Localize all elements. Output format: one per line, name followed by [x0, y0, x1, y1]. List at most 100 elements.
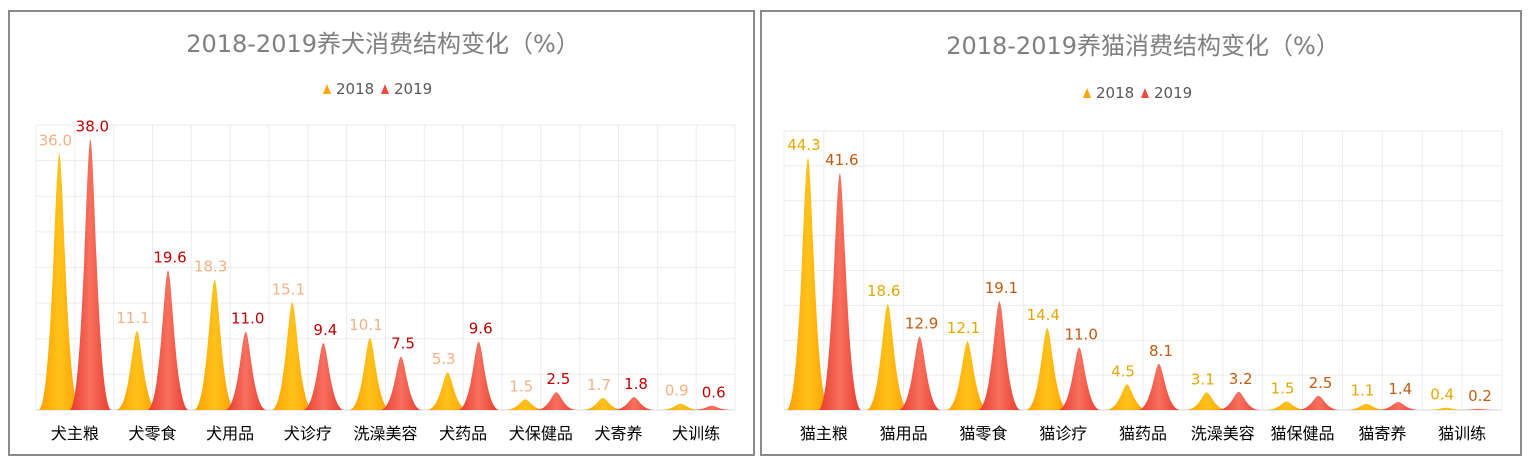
category-label: 犬寄养	[594, 424, 642, 443]
spike-2019-9	[1456, 408, 1500, 410]
value-label-2018-4: 15.1	[272, 280, 305, 298]
value-label-2019-7: 2.5	[1309, 374, 1333, 392]
category-label: 犬训练	[672, 424, 720, 443]
category-label: 犬主粮	[51, 424, 99, 443]
value-label-2018-7: 1.5	[1271, 379, 1295, 397]
spike-2018-4	[271, 302, 314, 410]
cat-consumption-chart: 2018-2019养猫消费结构变化（%） 2018 2019 44.3 41.6 猫主粮 1…	[760, 10, 1522, 456]
value-label-2018-3: 12.1	[947, 319, 980, 337]
category-label: 猫主粮	[800, 424, 848, 443]
spike-2018-3	[193, 279, 236, 410]
category-label: 猫寄养	[1358, 424, 1406, 443]
spike-2018-1	[38, 153, 81, 410]
value-label-2019-2: 12.9	[905, 315, 938, 333]
value-label-2019-4: 11.0	[1064, 325, 1097, 343]
category-label: 犬用品	[206, 424, 254, 443]
legend-marker-2018	[323, 84, 331, 94]
value-label-2019-6: 9.6	[469, 320, 493, 338]
value-label-2019-4: 9.4	[313, 321, 337, 339]
dog-chart-svg: 2018-2019养犬消费结构变化（%） 2018 2019 36.038.0 犬主粮 1…	[35, 30, 736, 443]
value-label-2019-8: 1.8	[624, 375, 648, 393]
spike-2019-4	[302, 343, 345, 410]
spike-2019-2	[147, 270, 190, 410]
spike-2019-1	[818, 173, 862, 410]
spike-2018-8	[581, 397, 624, 410]
spike-2019-3	[224, 331, 267, 410]
spike-2019-7	[1296, 395, 1341, 410]
value-label-2019-9: 0.2	[1468, 387, 1492, 405]
value-label-2019-3: 11.0	[231, 310, 264, 328]
value-label-2019-1: 41.6	[825, 151, 858, 169]
value-label-2019-1: 38.0	[76, 117, 109, 135]
spike-2018-7	[1265, 401, 1309, 410]
value-label-2018-9: 0.4	[1430, 386, 1454, 404]
spike-2019-8	[613, 397, 656, 410]
category-label: 犬药品	[439, 424, 487, 443]
value-label-2018-2: 11.1	[116, 309, 149, 327]
spike-2018-8	[1344, 403, 1388, 410]
category-label: 猫药品	[1119, 424, 1167, 443]
spike-2018-2	[115, 330, 158, 410]
category-label: 犬诊疗	[284, 424, 332, 443]
spike-2018-4	[1025, 328, 1069, 410]
value-label-2019-7: 2.5	[546, 370, 570, 388]
category-label: 洗澡美容	[353, 424, 417, 443]
value-label-2018-3: 18.3	[194, 258, 227, 276]
category-label: 猫用品	[880, 424, 928, 443]
legend-label-2018: 2018	[1096, 84, 1134, 102]
spike-2019-6	[1217, 391, 1261, 410]
category-label: 猫保健品	[1271, 424, 1335, 443]
value-label-2018-5: 4.5	[1111, 362, 1135, 380]
dog-consumption-chart: 2018-2019养犬消费结构变化（%） 2018 2019 36.0 38.0 犬主粮 1…	[8, 10, 755, 456]
value-label-2019-8: 1.4	[1388, 380, 1412, 398]
spike-2018-6	[1185, 392, 1229, 410]
spike-2019-6	[457, 341, 500, 410]
category-label: 犬零食	[128, 424, 176, 443]
value-label-2018-1: 44.3	[787, 136, 820, 154]
value-label-2018-6: 3.1	[1191, 370, 1215, 388]
spike-2018-3	[945, 341, 990, 410]
value-label-2018-1: 36.0	[39, 132, 72, 150]
spike-2019-1	[69, 139, 112, 410]
spike-2018-2	[866, 304, 910, 410]
spike-2018-5	[348, 338, 391, 410]
spike-2019-7	[535, 392, 578, 410]
value-label-2018-8: 1.1	[1350, 382, 1374, 400]
spike-2019-9	[690, 405, 733, 410]
value-label-2018-8: 1.7	[587, 376, 611, 394]
value-label-2018-6: 5.3	[432, 350, 456, 368]
cat-chart-svg: 2018-2019养猫消费结构变化（%） 2018 2019 44.3 41.6 猫主粮 1…	[783, 32, 1503, 443]
chart-title: 2018-2019养猫消费结构变化（%）	[946, 32, 1340, 60]
spike-2018-7	[504, 399, 547, 410]
spike-2018-9	[659, 403, 702, 410]
value-label-2019-5: 7.5	[391, 335, 415, 353]
spike-2018-5	[1105, 384, 1149, 410]
legend-label-2018: 2018	[336, 80, 374, 98]
legend-label-2019: 2019	[394, 80, 432, 98]
value-label-2019-3: 19.1	[985, 279, 1018, 297]
spike-2019-8	[1376, 402, 1420, 410]
value-label-2018-4: 14.4	[1027, 306, 1060, 324]
spike-2019-5	[1137, 363, 1181, 410]
value-label-2019-2: 19.6	[153, 248, 186, 266]
spike-2019-5	[380, 356, 423, 410]
legend-marker-2018	[1083, 88, 1091, 98]
category-label: 洗澡美容	[1191, 424, 1255, 443]
legend-marker-2019	[1141, 88, 1149, 98]
legend-label-2019: 2019	[1154, 84, 1192, 102]
category-label: 犬保健品	[509, 424, 573, 443]
spike-2019-3	[977, 301, 1021, 410]
value-label-2018-7: 1.5	[509, 377, 533, 395]
chart-title: 2018-2019养犬消费结构变化（%）	[186, 30, 580, 58]
value-label-2018-5: 10.1	[349, 316, 382, 334]
legend-marker-2019	[381, 84, 389, 94]
value-label-2019-5: 8.1	[1149, 342, 1173, 360]
spike-2018-6	[426, 372, 469, 410]
spike-2018-9	[1424, 407, 1468, 410]
spike-2019-4	[1057, 347, 1101, 410]
spike-2019-2	[898, 336, 942, 410]
spike-2018-1	[786, 157, 830, 410]
category-label: 猫诊疗	[1039, 424, 1087, 443]
value-label-2018-9: 0.9	[665, 382, 689, 400]
category-label: 猫零食	[959, 424, 1007, 443]
